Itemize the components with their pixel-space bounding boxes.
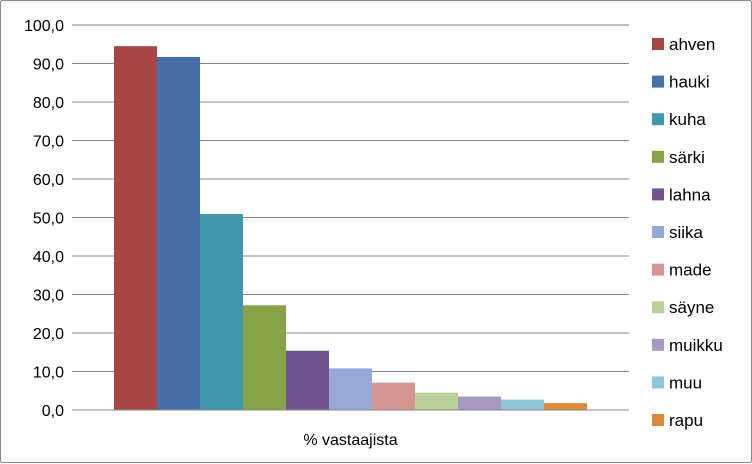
legend-swatch-made bbox=[652, 263, 664, 276]
legend-swatch-säyne bbox=[652, 301, 664, 314]
y-tick-label: 10,0 bbox=[33, 365, 64, 382]
legend-label-muu: muu bbox=[669, 373, 702, 392]
bar-ahven bbox=[114, 46, 157, 411]
legend-swatch-rapu bbox=[652, 414, 664, 426]
legend-label-siika: siika bbox=[669, 223, 704, 242]
bar-kuha bbox=[200, 214, 243, 410]
legend-label-muikku: muikku bbox=[669, 336, 723, 355]
y-tick-label: 90,0 bbox=[33, 57, 64, 74]
y-tick-label: 60,0 bbox=[33, 172, 64, 189]
legend-swatch-hauki bbox=[652, 75, 664, 88]
legend-swatch-siika bbox=[652, 226, 664, 238]
legend-label-ahven: ahven bbox=[669, 35, 715, 54]
legend-swatch-kuha bbox=[652, 113, 664, 126]
y-tick-label: 100,0 bbox=[24, 18, 64, 35]
y-tick-label: 0,0 bbox=[42, 403, 64, 420]
bar-muikku bbox=[458, 396, 501, 410]
legend-label-kuha: kuha bbox=[669, 110, 706, 129]
legend-label-hauki: hauki bbox=[669, 73, 710, 92]
legend-label-särki: särki bbox=[669, 148, 705, 167]
legend-label-lahna: lahna bbox=[669, 185, 711, 204]
y-tick-label: 40,0 bbox=[33, 249, 64, 266]
bar-lahna bbox=[286, 350, 329, 410]
legend-swatch-ahven bbox=[652, 38, 664, 50]
legend-swatch-muikku bbox=[652, 338, 664, 351]
legend-swatch-särki bbox=[652, 150, 664, 163]
bar-muu bbox=[501, 399, 544, 410]
y-tick-label: 50,0 bbox=[33, 211, 64, 228]
y-axis-ticks: 0,0 10,0 20,0 30,0 40,0 50,0 60,0 70,0 80,0 90,0 1… bbox=[24, 18, 64, 420]
legend-swatch-lahna bbox=[652, 188, 664, 201]
bar-hauki bbox=[157, 56, 200, 411]
x-axis-label: % vastaajista bbox=[303, 432, 397, 449]
bar-siika bbox=[329, 368, 372, 410]
legend: ahven hauki kuha särki lahna siika made säyne mu… bbox=[652, 35, 723, 430]
y-tick-label: 30,0 bbox=[33, 288, 64, 305]
bar-särki bbox=[243, 305, 286, 410]
bars bbox=[114, 46, 587, 411]
bar-rapu bbox=[544, 403, 587, 410]
bar-säyne bbox=[415, 392, 458, 410]
legend-label-made: made bbox=[669, 261, 712, 280]
y-tick-label: 20,0 bbox=[33, 326, 64, 343]
bar-made bbox=[372, 382, 415, 410]
y-tick-label: 70,0 bbox=[33, 134, 64, 151]
legend-swatch-muu bbox=[652, 376, 664, 389]
legend-label-säyne: säyne bbox=[669, 298, 714, 317]
legend-label-rapu: rapu bbox=[669, 411, 703, 430]
y-tick-label: 80,0 bbox=[33, 95, 64, 112]
